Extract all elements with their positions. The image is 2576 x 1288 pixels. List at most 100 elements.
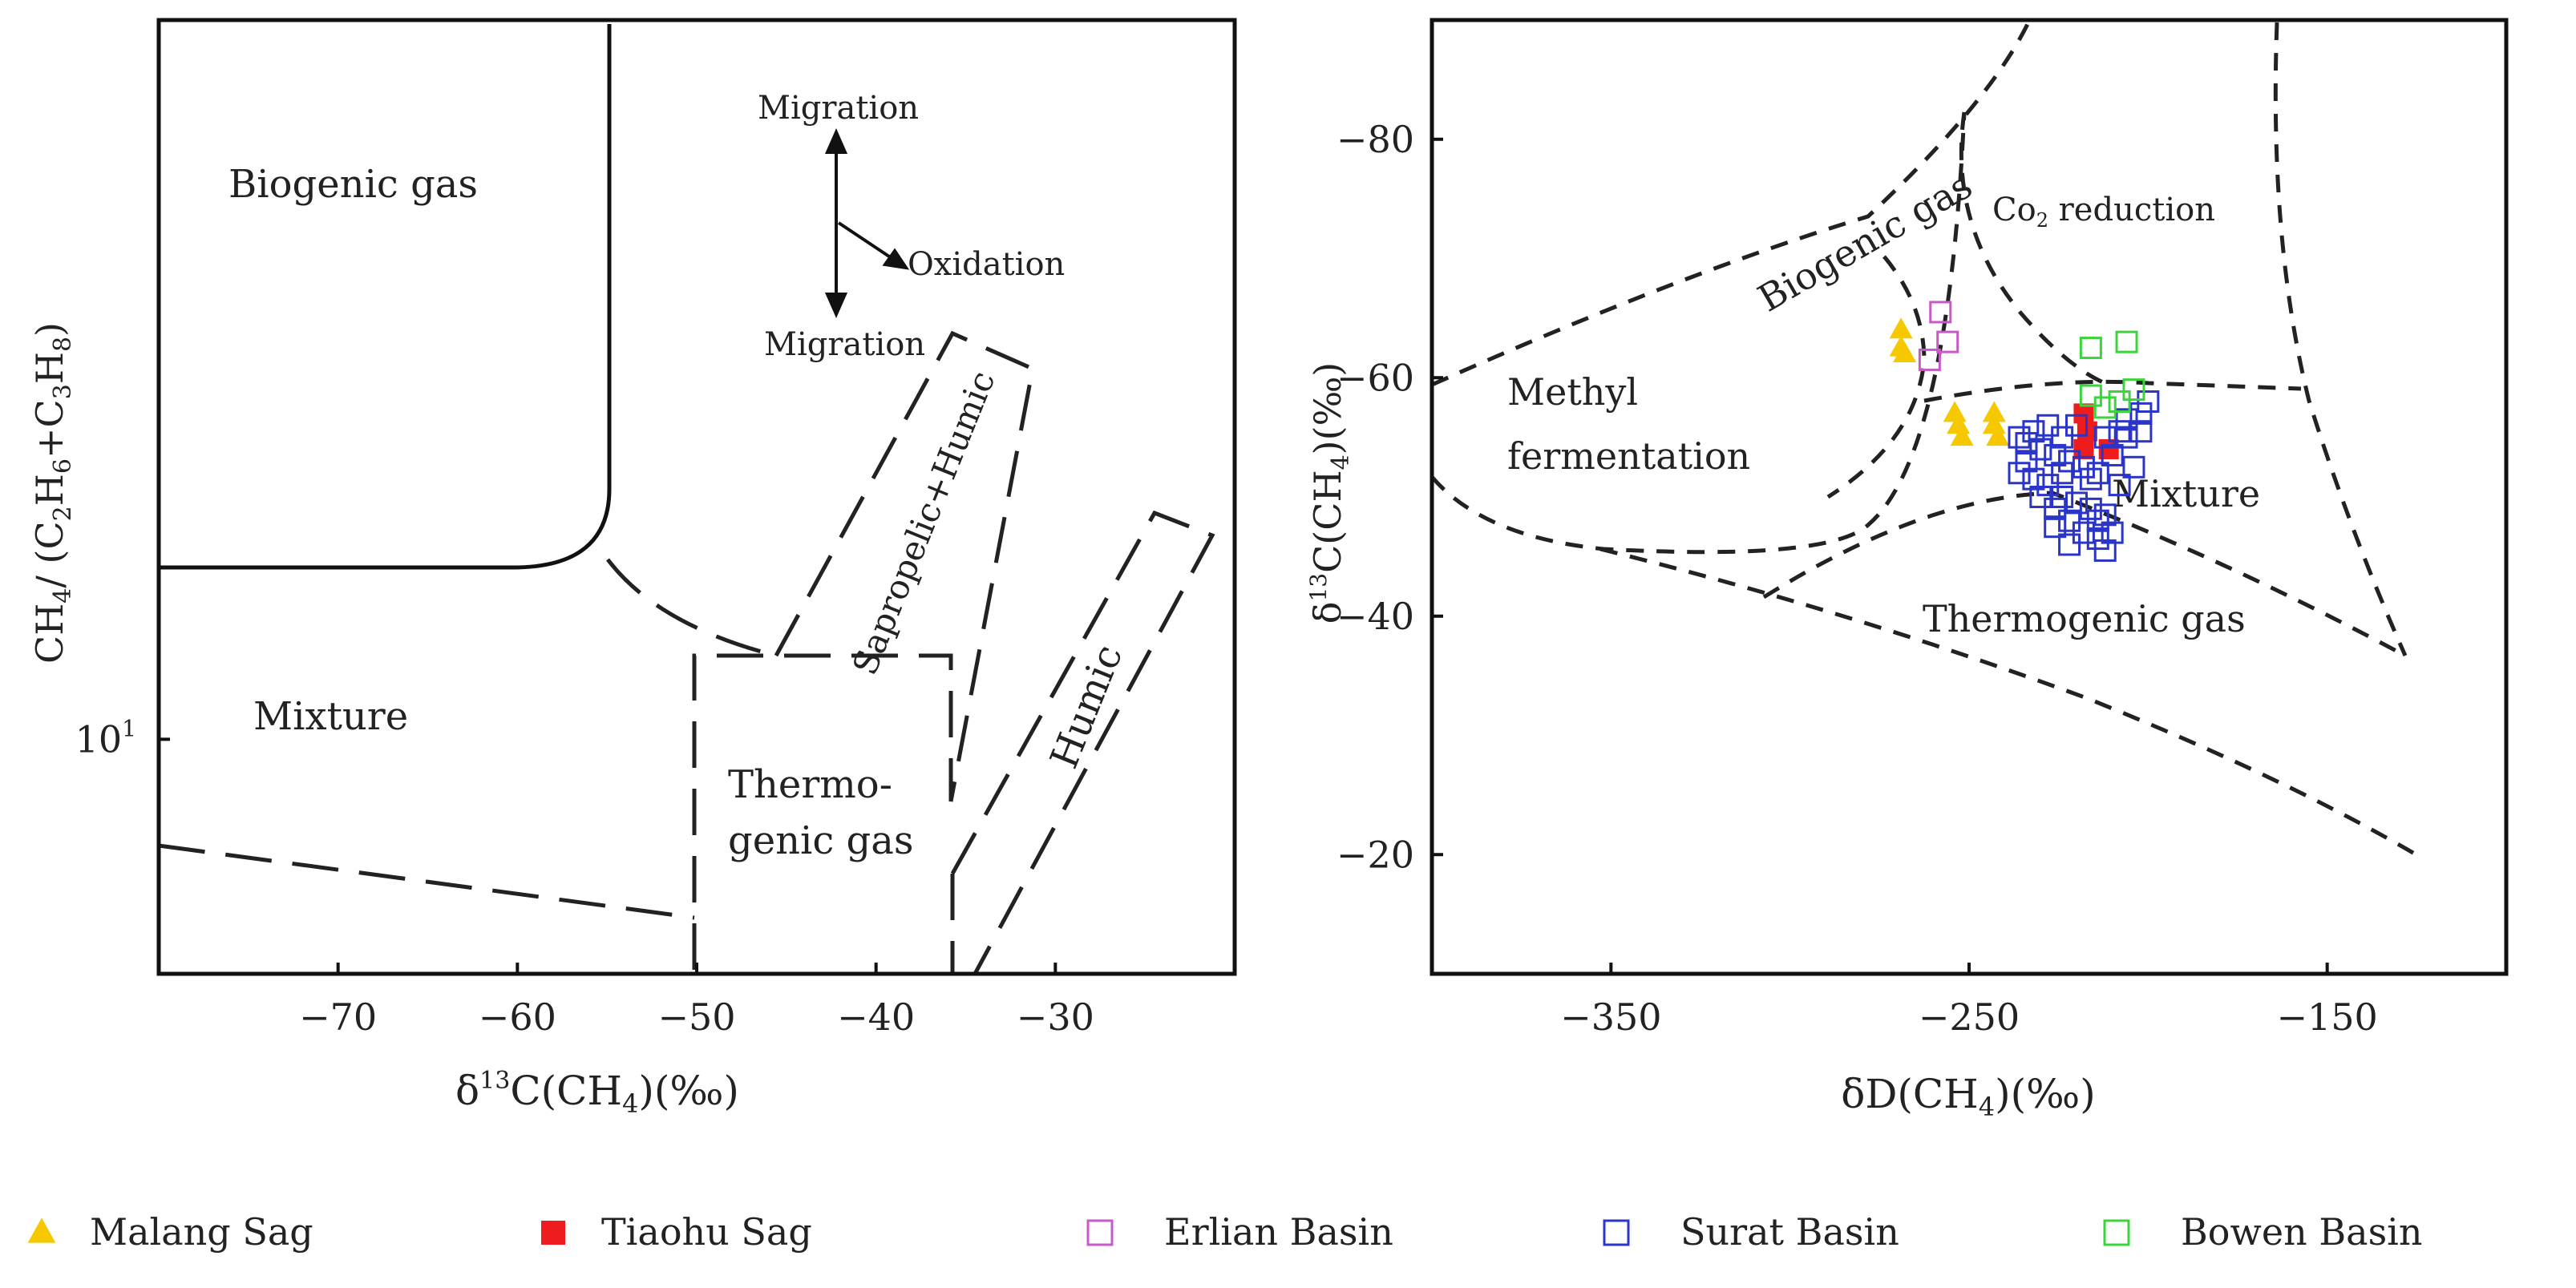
right-point-surat-basin: [2029, 438, 2052, 461]
right-point-erlian-basin: [1936, 330, 1959, 353]
right-x-tick-label: −150: [2276, 995, 2377, 1039]
region-methyl-line1: Methyl: [1507, 370, 1638, 414]
right-point-surat-basin: [2137, 390, 2160, 413]
legend-item-tiaohu-sag: Tiaohu Sag: [541, 1210, 812, 1254]
outer-boundary-upper: [1430, 21, 2031, 387]
thermogenic-lower-boundary: [1599, 547, 2423, 860]
right-point-malang-sag: [1889, 317, 1913, 339]
right-data-points: [1889, 301, 2160, 562]
right-point-surat-basin: [2093, 539, 2117, 562]
right-point-surat-basin: [2115, 408, 2138, 431]
right-point-surat-basin: [2058, 533, 2081, 556]
right-point-malang-sag: [1982, 401, 2006, 422]
biogenic-thermo-curve: [606, 558, 777, 658]
right-point-surat-basin: [2029, 486, 2052, 508]
right-point-surat-basin: [2022, 467, 2045, 491]
right-point-bowen-basin: [2122, 378, 2145, 402]
whiticar-zone-boundaries: [1430, 21, 2423, 860]
right-point-surat-basin: [2093, 503, 2117, 527]
right-y-tick-label: −40: [1337, 595, 1414, 638]
right-y-tick-label: −20: [1337, 833, 1414, 876]
region-co2-reduction: Co2 reduction: [1992, 192, 2215, 232]
right-point-surat-basin: [2051, 426, 2074, 449]
right-point-malang-sag: [1982, 413, 2006, 434]
right-y-ticks: −80 −60 −40 −20: [1337, 118, 1443, 876]
legend-marker-erlian-basin: [1086, 1219, 1114, 1246]
thermogenic-box: [692, 653, 953, 970]
right-point-surat-basin: [2093, 426, 2117, 449]
right-point-surat-basin: [2072, 521, 2095, 544]
right-plot-frame: [1430, 18, 2509, 976]
right-point-surat-basin: [2129, 402, 2153, 425]
right-point-malang-sag: [1986, 425, 2010, 446]
right-point-surat-basin: [2108, 474, 2131, 497]
legend-item-bowen-basin: Bowen Basin: [2103, 1210, 2423, 1254]
right-point-malang-sag: [1950, 425, 1974, 446]
region-methyl-line2: fermentation: [1507, 434, 1750, 478]
right-point-surat-basin: [2044, 515, 2067, 539]
biogenic-boundary: [1430, 111, 1967, 555]
oxidation-arrow-shaft: [837, 221, 898, 263]
region-biogenic-gas: Biogenic gas: [228, 162, 478, 207]
right-point-surat-basin: [2065, 491, 2088, 515]
right-point-surat-basin: [2115, 426, 2138, 449]
legend-item-erlian-basin: Erlian Basin: [1086, 1210, 1393, 1254]
left-y-ticks: 101102103104: [75, 715, 170, 761]
right-y-tick-label: −60: [1337, 356, 1414, 399]
left-x-tick-label: −50: [657, 995, 735, 1039]
right-point-bowen-basin: [2079, 384, 2102, 407]
right-point-surat-basin: [2079, 467, 2102, 491]
sapropelic-humic-band: [774, 330, 1035, 802]
right-point-surat-basin: [2065, 414, 2088, 437]
left-x-tick-label: −30: [1017, 995, 1094, 1039]
annotation-migration-top: Migration: [758, 90, 919, 127]
co2-reduction-boundary: [1959, 111, 2109, 387]
right-point-bowen-basin: [2079, 337, 2102, 360]
migration-arrows: [824, 128, 910, 318]
right-y-axis-title: δ13C(CH4)(‰): [1305, 362, 1355, 624]
right-x-axis-title: δD(CH4)(‰): [1841, 1071, 2096, 1122]
right-point-surat-basin: [2079, 497, 2102, 520]
zone-boundaries: [158, 330, 1215, 975]
right-point-surat-basin: [2122, 455, 2145, 478]
region-thermogenic-line2: genic gas: [728, 818, 914, 863]
whiticar-diagram: Biogenic gas Co2 reduction Methyl fermen…: [1305, 18, 2509, 1122]
right-point-surat-basin: [2072, 455, 2095, 478]
legend-label: Tiaohu Sag: [601, 1210, 812, 1254]
left-y-axis-title: CH4/ (C2H6+C3H8): [28, 322, 77, 664]
migration-arrow-up-head: [824, 128, 848, 154]
left-x-tick-label: −60: [479, 995, 556, 1039]
thermogenic-upper-boundary: [1762, 491, 2407, 658]
legend-marker-tiaohu-sag: [541, 1221, 565, 1245]
left-x-axis-title: δ13C(CH4)(‰): [455, 1067, 739, 1119]
legend-marker-surat-basin: [1603, 1219, 1630, 1246]
legend-label: Bowen Basin: [2181, 1210, 2423, 1254]
legend-label: Malang Sag: [90, 1210, 313, 1254]
right-y-tick-label: −80: [1337, 118, 1414, 161]
right-point-surat-basin: [2008, 426, 2031, 449]
right-point-surat-basin: [2036, 414, 2060, 437]
right-point-malang-sag: [1943, 401, 1967, 422]
biogenic-boundary-line: [159, 24, 612, 570]
legend-label: Surat Basin: [1680, 1210, 1899, 1254]
right-point-surat-basin: [2036, 474, 2060, 497]
legend: Malang Sag Tiaohu Sag Erlian Basin Surat Ba…: [27, 1210, 2423, 1254]
region-thermogenic-line1: Thermo-: [728, 762, 892, 807]
mixture-upper-boundary: [1923, 379, 2302, 403]
legend-marker-bowen-basin: [2103, 1219, 2130, 1246]
right-point-erlian-basin: [1929, 301, 1952, 324]
region-sapropelic-humic: Sapropelic+Humic: [845, 365, 1003, 680]
region-humic: Humic: [1041, 639, 1131, 775]
mixture-lower-boundary: [158, 843, 695, 920]
right-point-surat-basin: [2015, 432, 2038, 455]
right-point-surat-basin: [2051, 486, 2074, 508]
left-y-tick-label: 101: [75, 715, 136, 761]
right-point-surat-basin: [2015, 450, 2038, 473]
right-point-bowen-basin: [2108, 390, 2131, 413]
bernard-diagram: Biogenic gas Mixture Thermo- genic gas S…: [28, 18, 1237, 1119]
right-x-ticks: −350 −250 −150: [1560, 963, 2378, 1039]
legend-label: Erlian Basin: [1164, 1210, 1393, 1254]
right-point-surat-basin: [2044, 497, 2067, 520]
right-point-surat-basin: [2022, 420, 2045, 443]
